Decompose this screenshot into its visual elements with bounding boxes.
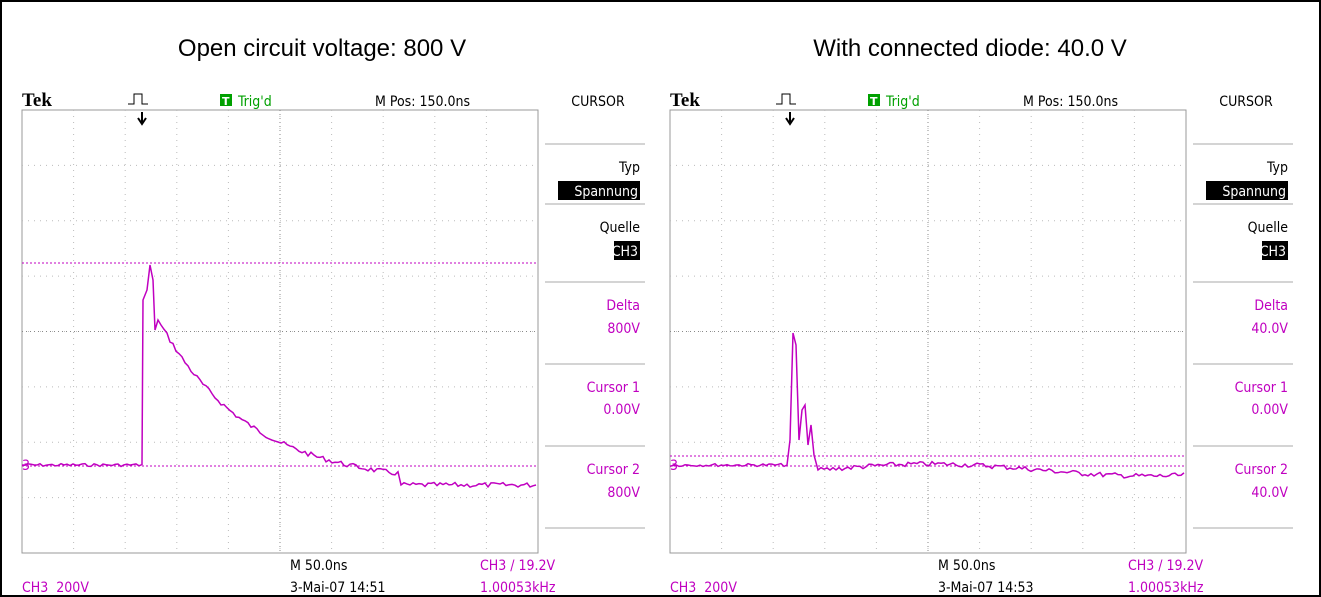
menu-value: CH3 xyxy=(612,244,638,260)
scope-panel: With connected diode: 40.0 V 3 Tek T Trig'd M… xyxy=(668,35,1293,596)
channel-scale: CH3 200V xyxy=(670,580,737,596)
scope-panel: Open circuit voltage: 800 V 3 Tek T Trig'd M … xyxy=(20,35,645,596)
channel-marker: 3 xyxy=(22,458,30,474)
menu-value: 40.0V xyxy=(1251,321,1288,337)
menu-value: CH3 xyxy=(1260,244,1286,260)
brand: Tek xyxy=(670,90,700,111)
menu-value: 0.00V xyxy=(603,402,640,418)
menu-label: Typ xyxy=(618,160,640,176)
menu-label: Delta xyxy=(1254,298,1288,314)
menu-label: Cursor 2 xyxy=(1235,462,1288,478)
menu-value: 800V xyxy=(607,321,640,337)
menu-label: Cursor 1 xyxy=(1235,380,1288,396)
menu-label: Cursor 2 xyxy=(587,462,640,478)
channel-scale: CH3 200V xyxy=(22,580,89,596)
menu-value: 0.00V xyxy=(1251,402,1288,418)
menu-label: Delta xyxy=(606,298,640,314)
scope-screen xyxy=(668,88,1293,580)
menu-value: Spannung xyxy=(574,184,638,200)
menu-label: Typ xyxy=(1266,160,1288,176)
caption: Open circuit voltage: 800 V xyxy=(178,35,466,62)
trigger-icon: T xyxy=(870,95,878,108)
page: Open circuit voltage: 800 V 3 Tek T Trig'd M … xyxy=(0,0,1321,597)
datetime: 3-Mai-07 14:51 xyxy=(290,580,386,596)
menu-label: Quelle xyxy=(600,220,641,236)
caption: With connected diode: 40.0 V xyxy=(813,35,1127,62)
menu-value: Spannung xyxy=(1222,184,1286,200)
trigger-info: CH3 / 19.2V xyxy=(1128,558,1204,574)
menu-value: 40.0V xyxy=(1251,485,1288,501)
timebase: M 50.0ns xyxy=(938,558,995,574)
scope-screen xyxy=(20,88,645,580)
menu-title: CURSOR xyxy=(571,94,625,110)
timebase: M 50.0ns xyxy=(290,558,347,574)
trigger-icon: T xyxy=(222,95,230,108)
channel-marker: 3 xyxy=(670,458,678,474)
menu-value: 800V xyxy=(607,485,640,501)
trigger-info: CH3 / 19.2V xyxy=(480,558,556,574)
frequency: 1.00053kHz xyxy=(1128,580,1204,596)
menu-label: Quelle xyxy=(1248,220,1289,236)
m-pos: M Pos: 150.0ns xyxy=(375,94,470,110)
trigger-status: Trig'd xyxy=(237,94,272,110)
m-pos: M Pos: 150.0ns xyxy=(1023,94,1118,110)
menu-label: Cursor 1 xyxy=(587,380,640,396)
menu-title: CURSOR xyxy=(1219,94,1273,110)
brand: Tek xyxy=(22,90,52,111)
frequency: 1.00053kHz xyxy=(480,580,556,596)
trigger-status: Trig'd xyxy=(885,94,920,110)
datetime: 3-Mai-07 14:53 xyxy=(938,580,1034,596)
